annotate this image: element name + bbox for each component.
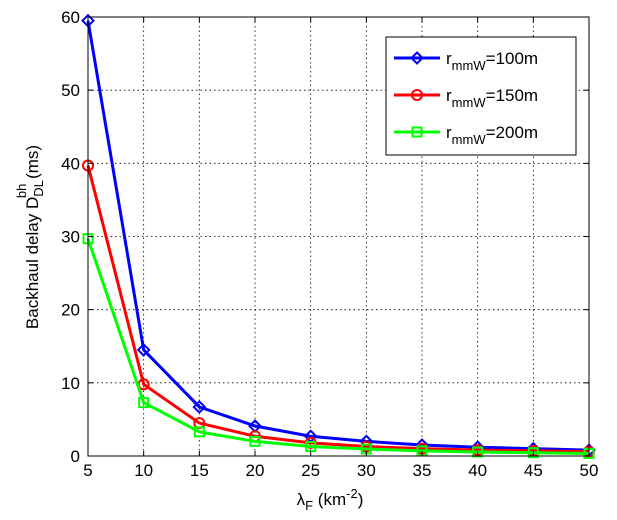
y-tick-label: 30: [61, 228, 80, 247]
x-axis-label-unit-open: (km: [313, 490, 346, 509]
x-axis-label-main: λ: [297, 490, 306, 509]
legend-item-1: rmmW=100m: [394, 49, 538, 73]
data-point: [193, 426, 205, 438]
x-tick-label: 15: [190, 461, 209, 480]
series-line: [86, 20, 590, 452]
y-tick-label: 40: [61, 154, 80, 173]
y-axis-label-main: Backhaul delay D: [23, 197, 42, 329]
data-point: [136, 342, 151, 357]
y-tick-label: 0: [71, 447, 80, 466]
x-axis-label-unit-close: ): [358, 490, 364, 509]
y-tick-label: 60: [61, 8, 80, 27]
x-tick-label: 40: [468, 461, 487, 480]
y-axis-label-sub: DL: [31, 180, 46, 197]
series-line: [86, 238, 590, 455]
data-point: [249, 435, 261, 447]
legend-item-3: rmmW=200m: [394, 123, 538, 147]
x-tick-label: 45: [524, 461, 543, 480]
x-tick-label: 35: [413, 461, 432, 480]
data-point: [138, 397, 150, 409]
legend-swatch: [394, 51, 440, 65]
data-point: [411, 89, 423, 101]
legend-label: rmmW=100m: [446, 49, 538, 73]
ticks: 5 10 15 20 25 30 35 40 45 50 0 10 20 30 40 50 60: [61, 8, 598, 480]
x-tick-label: 30: [357, 461, 376, 480]
x-axis-label-sub: F: [305, 498, 313, 513]
y-axis-label: Backhaul delay DDLbh (ms): [14, 145, 46, 329]
x-tick-label: 20: [246, 461, 265, 480]
series-3: [82, 233, 595, 459]
y-tick-label: 20: [61, 301, 80, 320]
series-line: [86, 165, 590, 454]
x-tick-label: 10: [134, 461, 153, 480]
series-layer: [81, 13, 596, 459]
legend-label: rmmW=150m: [446, 86, 538, 110]
data-point: [527, 447, 539, 459]
x-axis-label: λF (km-2): [297, 486, 364, 513]
y-tick-label: 10: [61, 374, 80, 393]
y-axis-label-unit: (ms): [23, 145, 42, 184]
legend-swatch: [394, 89, 440, 101]
legend-label: rmmW=200m: [446, 123, 538, 147]
y-tick-label: 50: [61, 81, 80, 100]
legend-swatch: [394, 126, 440, 138]
x-tick-label: 25: [301, 461, 320, 480]
data-point: [410, 51, 424, 65]
data-point: [411, 126, 423, 138]
x-axis-label-sup: -2: [346, 486, 358, 501]
y-axis-label-sup: bh: [14, 184, 29, 198]
data-point: [305, 440, 317, 452]
x-tick-label: 5: [83, 461, 92, 480]
data-point: [192, 400, 207, 414]
legend: rmmW=100m rmmW=150m rmmW=200m: [385, 36, 577, 156]
x-tick-label: 50: [580, 461, 599, 480]
legend-item-2: rmmW=150m: [394, 86, 538, 110]
